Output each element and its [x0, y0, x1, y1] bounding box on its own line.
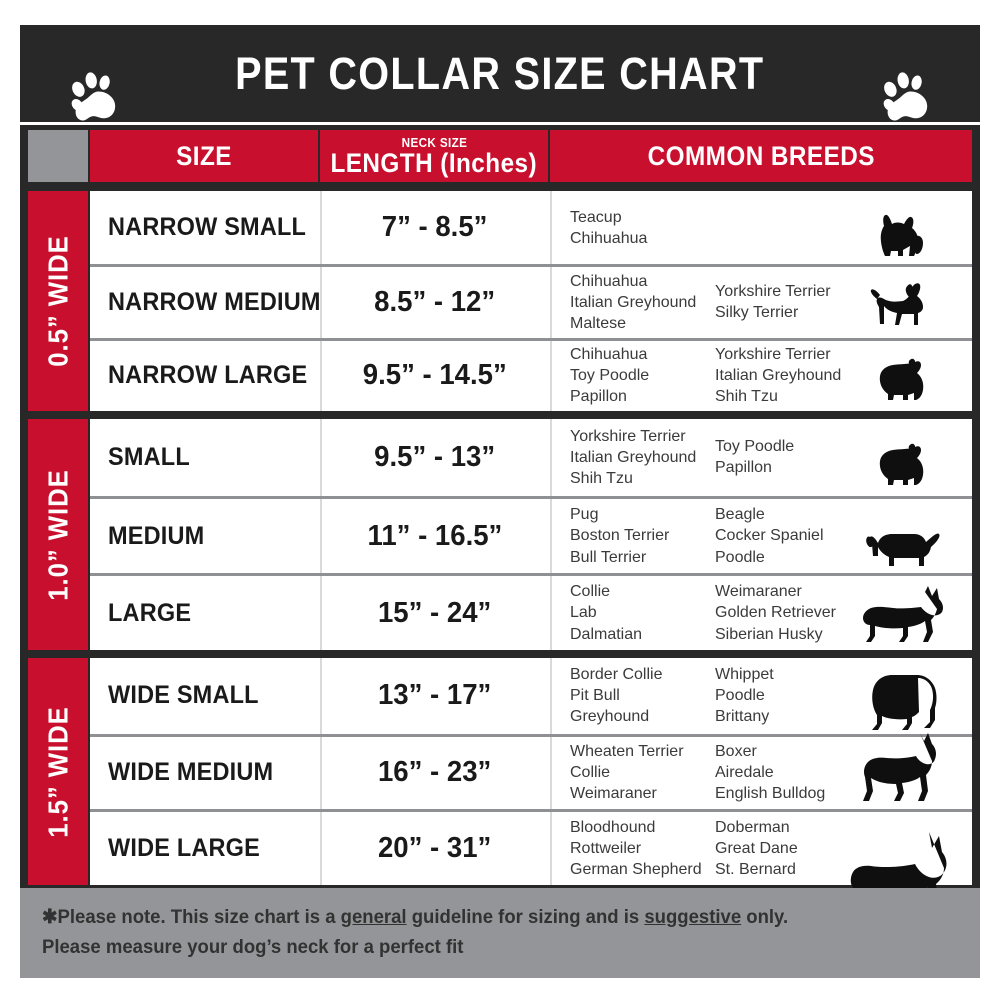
breed-list-primary: Yorkshire Terrier Italian Greyhound Shih…	[570, 427, 697, 488]
group-width-label: 1.0” WIDE	[28, 419, 88, 650]
header-corner-cell	[28, 130, 88, 182]
cell-size: NARROW LARGE	[108, 361, 308, 390]
breed-list-primary: Border Collie Pit Bull Greyhound	[570, 666, 663, 726]
footer-line-1: ✱Please note. This size chart is a gener…	[42, 902, 912, 932]
size-group: 1.0” WIDE SMALL 9.5” - 13” Yorkshire Ter…	[20, 419, 980, 650]
cell-breeds: Yorkshire Terrier Italian Greyhound Shih…	[550, 419, 972, 496]
cell-length: 8.5” - 12”	[320, 267, 548, 338]
table-row[interactable]: WIDE LARGE 20” - 31” Bloodhound Rottweil…	[90, 809, 972, 921]
table-row[interactable]: NARROW LARGE 9.5” - 14.5” Chihuahua Toy …	[90, 337, 972, 411]
footer-note: ✱Please note. This size chart is a gener…	[20, 888, 980, 978]
cell-size: SMALL	[108, 443, 190, 471]
breed-list-secondary: Doberman Great Dane St. Bernard	[715, 818, 798, 879]
cell-size: WIDE MEDIUM	[108, 758, 274, 787]
cell-breeds: Bloodhound Rottweiler German Shepherd Do…	[550, 812, 972, 921]
cell-breeds: Chihuahua Toy Poodle Papillon Yorkshire …	[550, 340, 972, 411]
group-rows: WIDE SMALL 13” - 17” Border Collie Pit B…	[90, 658, 972, 921]
page-title: PET COLLAR SIZE CHART	[235, 47, 765, 99]
cell-breeds: Collie Lab Dalmatian Weimaraner Golden R…	[550, 576, 972, 650]
cell-size: NARROW SMALL	[108, 213, 307, 242]
breed-list-secondary: Boxer Airedale English Bulldog	[715, 743, 826, 803]
cell-size: WIDE SMALL	[108, 681, 259, 710]
footer-text-c: only.	[741, 906, 789, 928]
breed-list-primary: Wheaten Terrier Collie Weimaraner	[570, 743, 684, 803]
cell-length: 7” - 8.5”	[320, 191, 548, 265]
breed-list-secondary: Yorkshire Terrier Silky Terrier	[715, 283, 831, 322]
cell-length: 16” - 23”	[320, 736, 548, 810]
footer-text-a: ✱Please note. This size chart is a	[42, 906, 341, 928]
cell-breeds: Chihuahua Italian Greyhound Maltese York…	[550, 267, 972, 338]
table-row[interactable]: NARROW SMALL 7” - 8.5” Teacup Chihuahua	[90, 191, 972, 265]
cell-length: 13” - 17”	[320, 658, 548, 734]
paw-print-icon	[883, 72, 928, 121]
table-row[interactable]: NARROW MEDIUM 8.5” - 12” Chihuahua Itali…	[90, 264, 972, 338]
column-header-breeds: COMMON BREEDS	[550, 130, 972, 182]
table-row[interactable]: WIDE SMALL 13” - 17” Border Collie Pit B…	[90, 658, 972, 734]
table-row[interactable]: WIDE MEDIUM 16” - 23” Wheaten Terrier Co…	[90, 733, 972, 810]
breed-list-secondary: Toy Poodle Papillon	[715, 438, 795, 477]
cell-length: 11” - 16.5”	[320, 499, 548, 573]
cell-breeds: Pug Boston Terrier Bull Terrier Beagle C…	[550, 499, 972, 573]
group-width-label: 1.5” WIDE	[28, 658, 88, 885]
cell-breeds: Wheaten Terrier Collie Weimaraner Boxer …	[550, 733, 972, 810]
breed-list-primary: Bloodhound Rottweiler German Shepherd	[570, 818, 702, 879]
cell-breeds: Teacup Chihuahua	[550, 191, 972, 265]
size-group: 1.5” WIDE WIDE SMALL 13” - 17” Border Co…	[20, 658, 980, 921]
cell-size: MEDIUM	[108, 521, 205, 550]
footer-underline-general: general	[340, 906, 407, 928]
footer-text-b: guideline for sizing and is	[406, 906, 645, 928]
table-row[interactable]: MEDIUM 11” - 16.5” Pug Boston Terrier Bu…	[90, 496, 972, 573]
group-width-label: 0.5” WIDE	[28, 191, 88, 411]
breed-list-secondary: Weimaraner Golden Retriever Siberian Hus…	[715, 583, 836, 643]
footer-line-2: Please measure your dog’s neck for a per…	[42, 936, 464, 959]
size-chart-table: SIZE NECK SIZE LENGTH (Inches) COMMON BR…	[20, 125, 980, 921]
column-header-length: NECK SIZE LENGTH (Inches)	[320, 130, 548, 182]
cell-length: 9.5” - 14.5”	[320, 340, 548, 411]
column-header-size: SIZE	[90, 130, 318, 182]
breed-list-secondary: Whippet Poodle Brittany	[715, 666, 774, 726]
table-header-row: SIZE NECK SIZE LENGTH (Inches) COMMON BR…	[20, 125, 980, 187]
breed-list-primary: Chihuahua Toy Poodle Papillon	[570, 346, 650, 406]
breed-list-secondary: Beagle Cocker Spaniel Poodle	[715, 506, 824, 566]
cell-length: 9.5” - 13”	[320, 419, 548, 496]
cell-size: LARGE	[108, 598, 192, 627]
cell-size: WIDE LARGE	[108, 833, 261, 862]
group-rows: NARROW SMALL 7” - 8.5” Teacup Chihuahua	[90, 191, 972, 411]
table-row[interactable]: SMALL 9.5” - 13” Yorkshire Terrier Itali…	[90, 419, 972, 496]
paw-print-icon	[71, 72, 116, 121]
breed-list-primary: Teacup Chihuahua	[570, 208, 648, 247]
breed-list-secondary: Yorkshire Terrier Italian Greyhound Shih…	[715, 346, 842, 406]
group-rows: SMALL 9.5” - 13” Yorkshire Terrier Itali…	[90, 419, 972, 650]
breed-list-primary: Chihuahua Italian Greyhound Maltese	[570, 272, 697, 333]
footer-underline-suggestive: suggestive	[644, 906, 742, 928]
breed-list-primary: Pug Boston Terrier Bull Terrier	[570, 506, 670, 566]
breed-list-primary: Collie Lab Dalmatian	[570, 583, 643, 643]
table-row[interactable]: LARGE 15” - 24” Collie Lab Dalmatian Wei…	[90, 573, 972, 650]
cell-length: 15” - 24”	[320, 576, 548, 650]
chart-header: PET COLLAR SIZE CHART	[20, 25, 980, 122]
yorkshire-terrier-silhouette-icon	[836, 191, 966, 264]
cell-breeds: Border Collie Pit Bull Greyhound Whippet…	[550, 658, 972, 734]
cell-length: 20” - 31”	[320, 812, 548, 885]
cell-size: NARROW MEDIUM	[108, 287, 321, 316]
size-group: 0.5” WIDE NARROW SMALL 7” - 8.5” Teacup …	[20, 191, 980, 411]
